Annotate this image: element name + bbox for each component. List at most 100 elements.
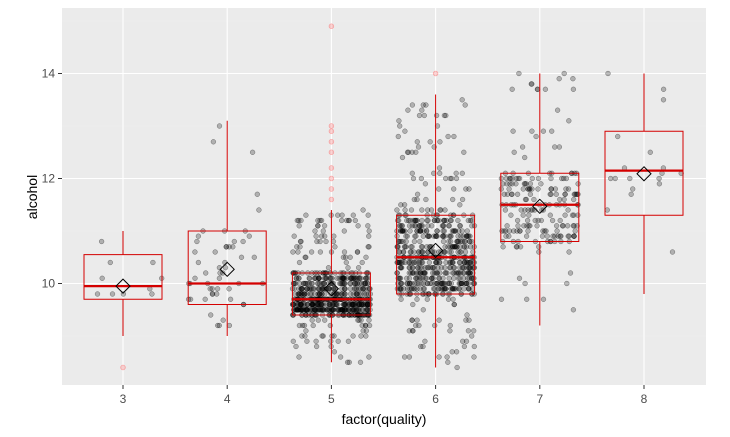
jitter-point (439, 286, 446, 292)
jitter-point (411, 238, 418, 245)
jitter-point (407, 265, 413, 271)
jitter-point (209, 291, 216, 297)
jitter-point (326, 301, 332, 308)
jitter-point (457, 270, 464, 276)
jitter-point (430, 286, 437, 292)
jitter-point (405, 217, 412, 224)
jitter-point (355, 223, 361, 229)
jitter-point (412, 217, 419, 224)
jitter-point (408, 259, 414, 266)
jitter-point (333, 291, 340, 297)
jitter-point (331, 307, 337, 313)
jitter-point (426, 233, 432, 239)
jitter-point (423, 275, 430, 281)
jitter-point (364, 307, 370, 313)
jitter-point (316, 291, 323, 297)
jitter-point (429, 275, 435, 281)
jitter-point (571, 233, 577, 239)
jitter-point (296, 217, 302, 224)
jitter-point (360, 328, 366, 334)
jitter-point (315, 223, 321, 229)
jitter-point (345, 307, 351, 313)
jitter-point (310, 307, 316, 313)
jitter-point (294, 244, 300, 250)
jitter-point (446, 280, 453, 287)
jitter-point (313, 307, 319, 313)
jitter-point (398, 280, 404, 287)
jitter-point (294, 301, 300, 308)
jitter-point (344, 307, 350, 313)
jitter-point (341, 280, 347, 287)
jitter-point (509, 86, 515, 92)
jitter-point (296, 291, 303, 297)
jitter-point (314, 301, 320, 308)
jitter-point (216, 275, 223, 281)
jitter-point (409, 170, 415, 176)
jitter-point (354, 291, 360, 297)
box-iqr (83, 254, 163, 300)
jitter-point (455, 275, 462, 281)
jitter-point (443, 175, 449, 182)
jitter-point (316, 275, 322, 281)
jitter-point (322, 291, 328, 297)
jitter-point (298, 307, 305, 313)
jitter-point (455, 217, 461, 224)
jitter-point (298, 301, 305, 308)
jitter-point (422, 338, 428, 344)
jitter-point (361, 291, 368, 297)
jitter-point (464, 265, 470, 271)
jitter-point (529, 128, 535, 134)
jitter-point (296, 259, 303, 266)
jitter-point (437, 170, 443, 176)
jitter-point (548, 175, 554, 182)
box-iqr (291, 272, 371, 316)
jitter-point (298, 291, 304, 297)
jitter-point (414, 191, 421, 197)
jitter-point (304, 286, 310, 292)
jitter-point (355, 301, 362, 308)
jitter-point (438, 286, 444, 292)
jitter-point (529, 207, 535, 213)
jitter-point (314, 307, 321, 313)
jitter-point (315, 223, 321, 229)
jitter-point (341, 280, 348, 287)
jitter-point (330, 307, 336, 313)
jitter-point (256, 207, 262, 213)
jitter-point (575, 181, 581, 187)
jitter-point (305, 307, 311, 313)
jitter-point (246, 233, 252, 239)
jitter-point (409, 286, 415, 292)
jitter-point (298, 291, 304, 297)
jitter-point (350, 333, 356, 339)
jitter-point (450, 244, 456, 250)
jitter-point (303, 280, 309, 287)
jitter-point (318, 301, 325, 308)
jitter-point (359, 322, 365, 329)
jitter-point (413, 270, 420, 276)
jitter-point (411, 286, 417, 292)
jitter-point (309, 317, 315, 323)
jitter-point (354, 307, 360, 313)
jitter-point (400, 249, 407, 255)
jitter-point (524, 223, 530, 229)
jitter-point (207, 286, 213, 292)
jitter-point (355, 307, 361, 313)
jitter-point (433, 259, 439, 266)
jitter-point (504, 223, 510, 229)
jitter-point (301, 291, 307, 297)
jitter-point (413, 275, 419, 281)
jitter-point (569, 212, 576, 218)
jitter-point (449, 286, 456, 292)
jitter-point (442, 217, 448, 224)
jitter-point (354, 280, 361, 287)
jitter-point (341, 249, 348, 255)
jitter-point (425, 223, 431, 229)
jitter-point (450, 196, 456, 203)
jitter-point (503, 175, 510, 182)
jitter-point (336, 307, 342, 313)
jitter-point (450, 286, 456, 292)
jitter-point (660, 86, 667, 92)
jitter-point (296, 275, 302, 281)
jitter-point (446, 238, 452, 245)
jitter-point (341, 275, 347, 281)
